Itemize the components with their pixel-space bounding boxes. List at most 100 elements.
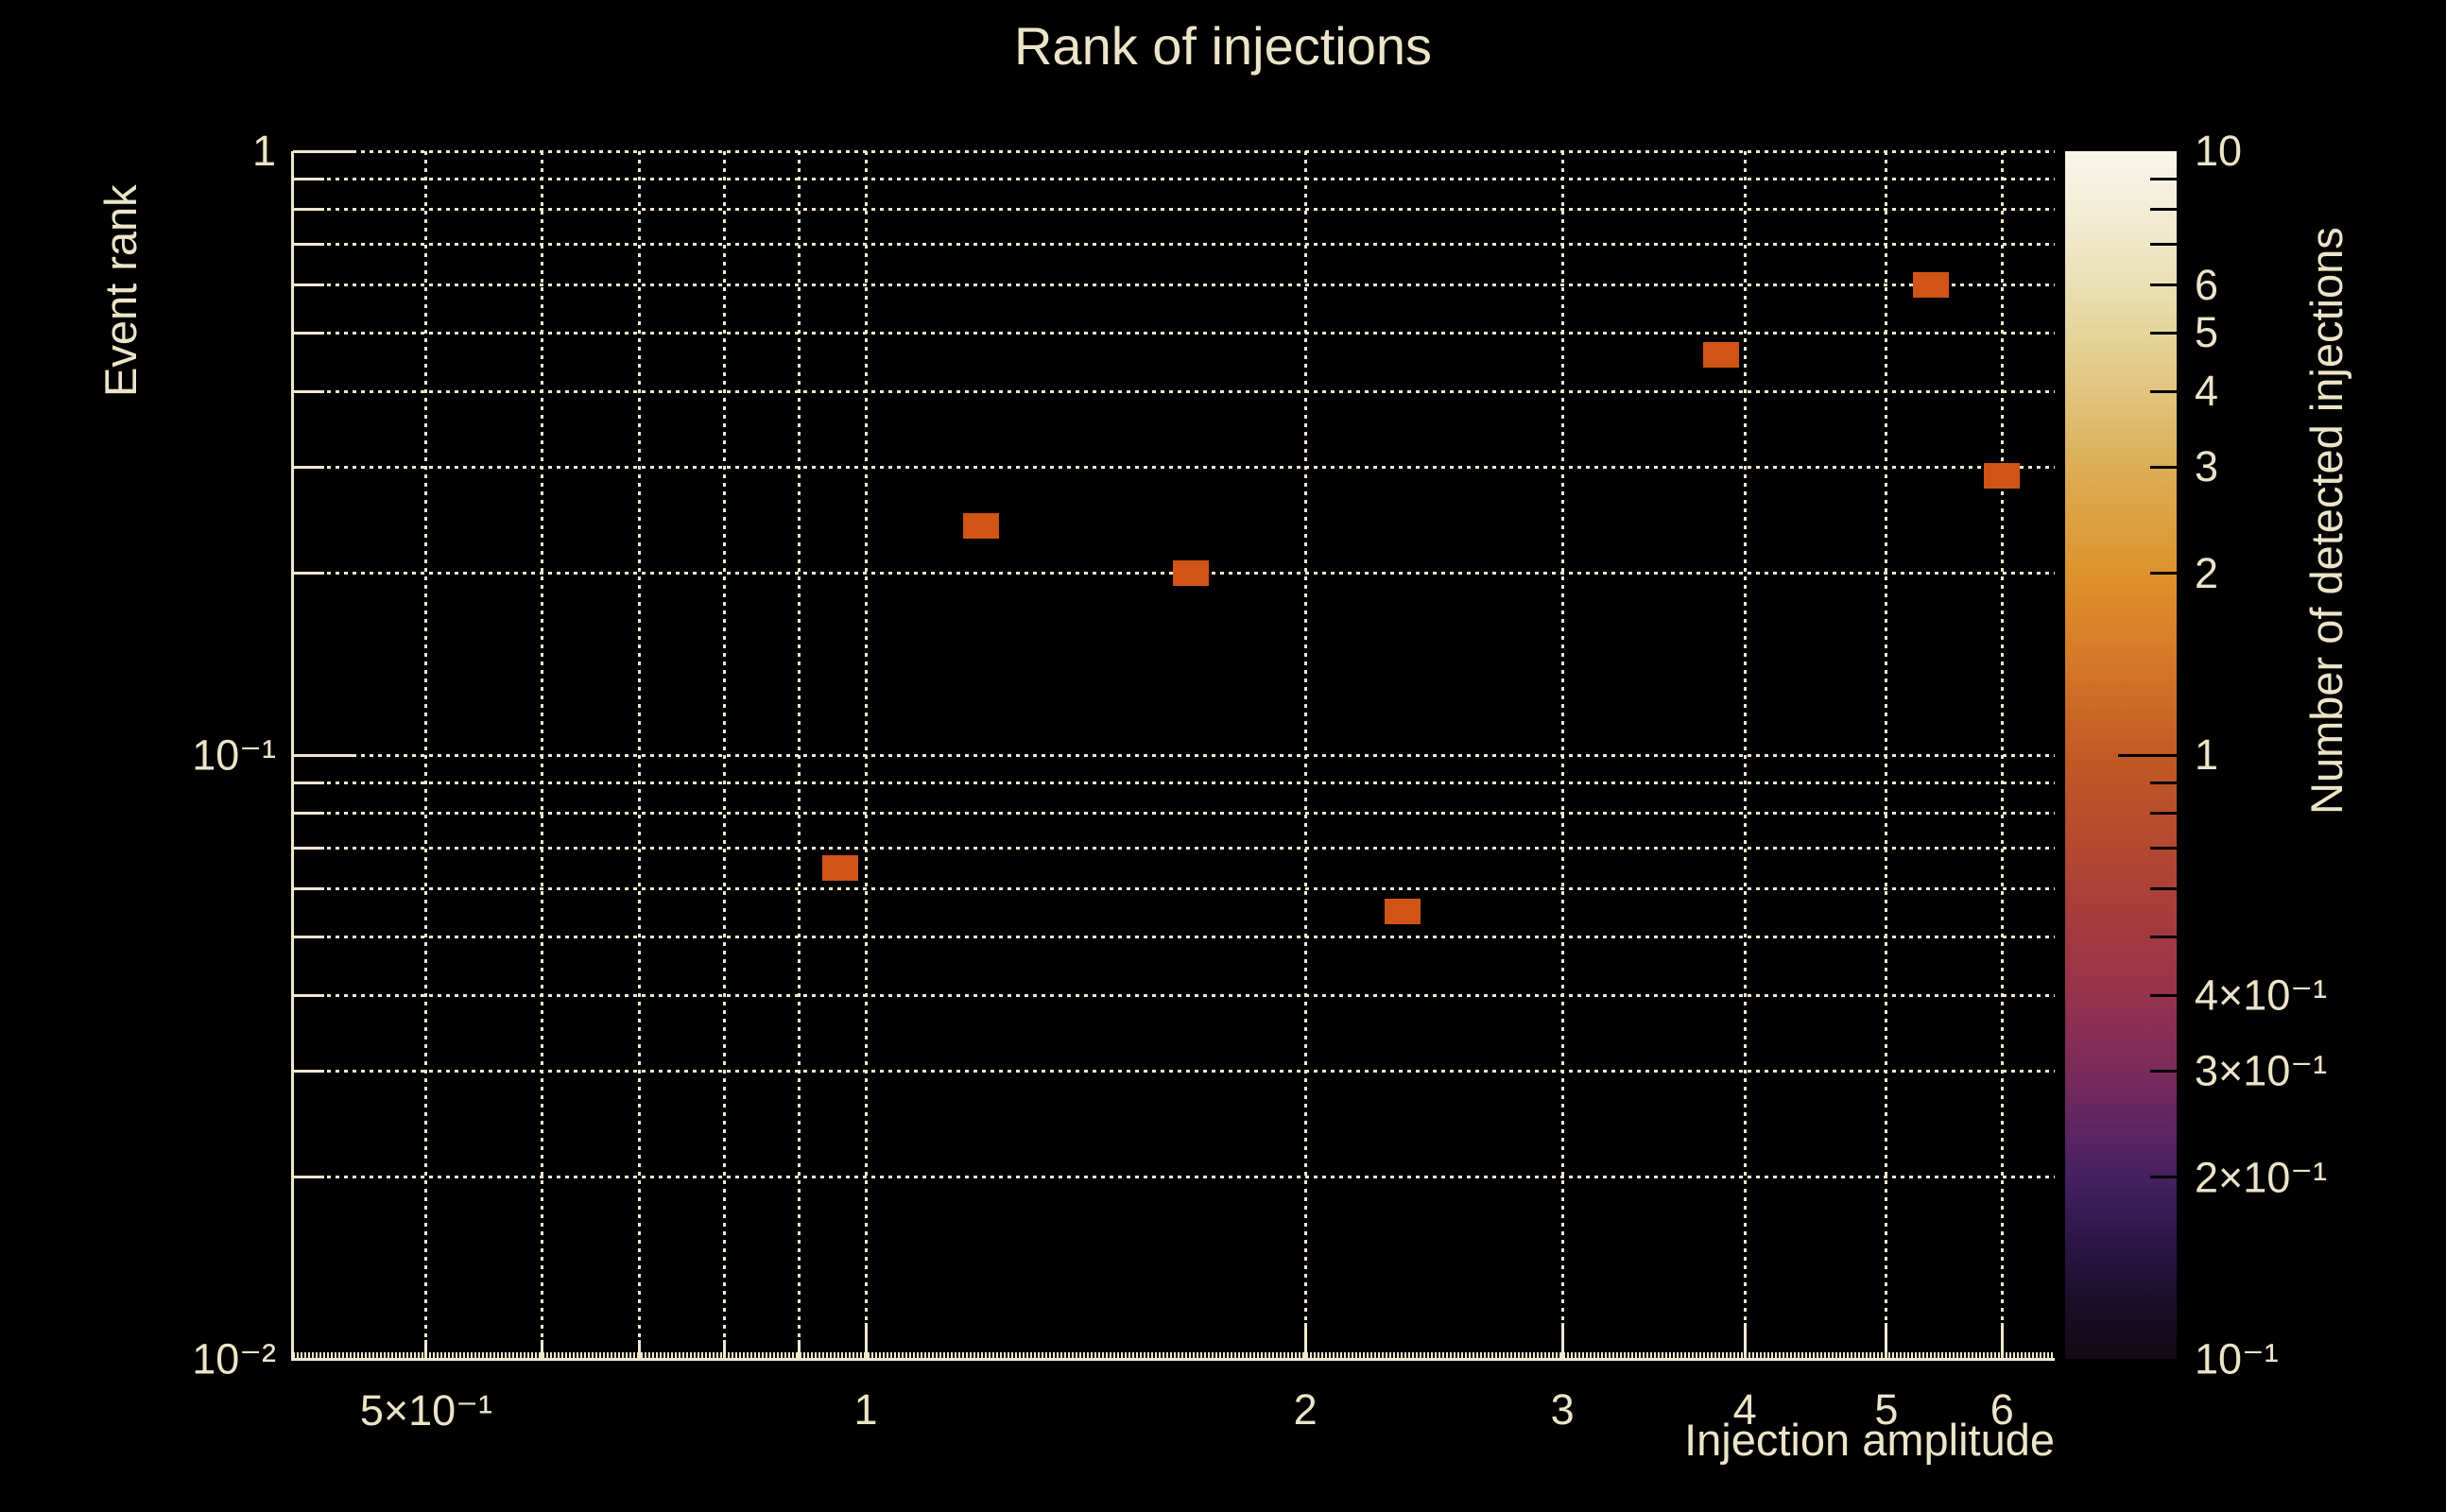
colorbar-tick-label: 10: [2195, 127, 2243, 175]
colorbar-tick: [2150, 847, 2177, 850]
colorbar-tick-label: 3×10⁻¹: [2195, 1046, 2328, 1095]
grid-line-y: [293, 812, 2055, 816]
x-axis-serration: [293, 1352, 2055, 1358]
x-axis-tick: [424, 1340, 428, 1359]
y-axis-tick: [293, 935, 324, 938]
grid-line-y: [293, 284, 2055, 287]
x-axis-tick: [797, 1340, 801, 1359]
chart-title: Rank of injections: [1013, 16, 1432, 76]
colorbar-tick: [2150, 781, 2177, 784]
colorbar-tick: [2150, 572, 2177, 576]
data-point: [1173, 560, 1210, 587]
data-point: [1384, 899, 1421, 925]
y-axis-tick: [293, 572, 324, 576]
colorbar-tick: [2150, 993, 2177, 997]
grid-line-y: [293, 149, 2055, 153]
y-axis-tick: [293, 812, 324, 816]
colorbar-tick: [2118, 753, 2177, 757]
colorbar-tick-label: 3: [2195, 442, 2219, 491]
colorbar-tick: [2150, 177, 2177, 180]
y-axis-tick: [293, 1357, 354, 1361]
grid-line-y: [293, 935, 2055, 938]
y-axis-tick: [293, 243, 324, 247]
data-point: [1984, 463, 2021, 490]
colorbar-tick-label: 2×10⁻¹: [2195, 1153, 2328, 1202]
y-axis-title: Event rank: [95, 184, 146, 397]
y-axis-tick: [293, 1176, 324, 1179]
y-axis-tick: [293, 753, 354, 757]
y-axis-line: [291, 151, 294, 1361]
grid-line-y: [293, 781, 2055, 784]
colorbar-tick: [2150, 389, 2177, 393]
colorbar-tick: [2150, 1176, 2177, 1179]
y-tick-label: 10⁻¹: [192, 730, 276, 780]
y-tick-label: 1: [251, 127, 276, 175]
grid-line-y: [293, 753, 2055, 757]
y-axis-tick: [293, 781, 324, 784]
colorbar-tick: [2150, 1069, 2177, 1073]
grid-line-y: [293, 887, 2055, 891]
grid-line-y: [293, 847, 2055, 850]
x-axis-tick: [540, 1340, 543, 1359]
x-tick-label: 6: [1990, 1385, 2014, 1434]
grid-line-y: [293, 1069, 2055, 1073]
colorbar-tick: [2150, 243, 2177, 247]
x-tick-label: 5×10⁻¹: [359, 1386, 492, 1435]
y-axis-tick: [293, 208, 324, 212]
colorbar-tick-label: 2: [2195, 548, 2219, 597]
colorbar-tick-label: 4: [2195, 367, 2219, 416]
data-point: [963, 512, 1000, 539]
colorbar-tick: [2150, 208, 2177, 212]
x-tick-label: 3: [1550, 1385, 1575, 1434]
grid-line-y: [293, 465, 2055, 469]
colorbar-tick-label: 1: [2195, 730, 2219, 779]
grid-line-y: [293, 331, 2055, 335]
data-point: [1702, 341, 1739, 368]
x-axis-tick: [1303, 1323, 1307, 1359]
data-point: [1912, 272, 1949, 299]
colorbar-tick-label: 6: [2195, 260, 2219, 309]
colorbar-tick: [2150, 331, 2177, 335]
y-axis-tick: [293, 331, 324, 335]
grid-line-y: [293, 1176, 2055, 1179]
colorbar-tick: [2150, 935, 2177, 938]
y-tick-label: 10⁻²: [192, 1334, 276, 1383]
y-axis-tick: [293, 1069, 324, 1073]
data-point: [821, 855, 858, 882]
x-tick-label: 1: [853, 1385, 878, 1434]
x-axis-title: Injection amplitude: [1684, 1415, 2055, 1465]
colorbar-tick: [2150, 465, 2177, 469]
x-tick-label: 2: [1293, 1385, 1318, 1434]
colorbar-title: Number of detected injections: [2301, 227, 2351, 815]
colorbar-tick: [2150, 284, 2177, 287]
y-axis-tick: [293, 465, 324, 469]
x-axis-tick: [1560, 1323, 1564, 1359]
y-axis-tick: [293, 847, 324, 850]
colorbar-tick-label: 5: [2195, 308, 2219, 357]
x-axis-tick: [2000, 1323, 2004, 1359]
grid-line-y: [293, 177, 2055, 180]
x-tick-label: 4: [1732, 1385, 1757, 1434]
x-axis-line: [291, 1358, 2055, 1361]
colorbar-tick-label: 10⁻¹: [2195, 1334, 2279, 1383]
colorbar-tick: [2150, 887, 2177, 891]
grid-line-y: [293, 993, 2055, 997]
x-axis-tick: [864, 1323, 868, 1359]
x-tick-label: 5: [1874, 1385, 1899, 1434]
y-axis-tick: [293, 389, 324, 393]
grid-line-y: [293, 389, 2055, 393]
grid-line-y: [293, 208, 2055, 212]
colorbar-tick: [2150, 812, 2177, 816]
y-axis-tick: [293, 284, 324, 287]
colorbar-tick-label: 4×10⁻¹: [2195, 971, 2328, 1020]
y-axis-tick: [293, 993, 324, 997]
x-axis-tick: [1885, 1323, 1888, 1359]
x-axis-tick: [638, 1340, 642, 1359]
y-axis-tick: [293, 177, 324, 180]
grid-line-y: [293, 243, 2055, 247]
y-axis-tick: [293, 887, 324, 891]
y-axis-tick: [293, 149, 354, 153]
x-axis-tick: [1743, 1323, 1747, 1359]
x-axis-tick: [722, 1340, 726, 1359]
